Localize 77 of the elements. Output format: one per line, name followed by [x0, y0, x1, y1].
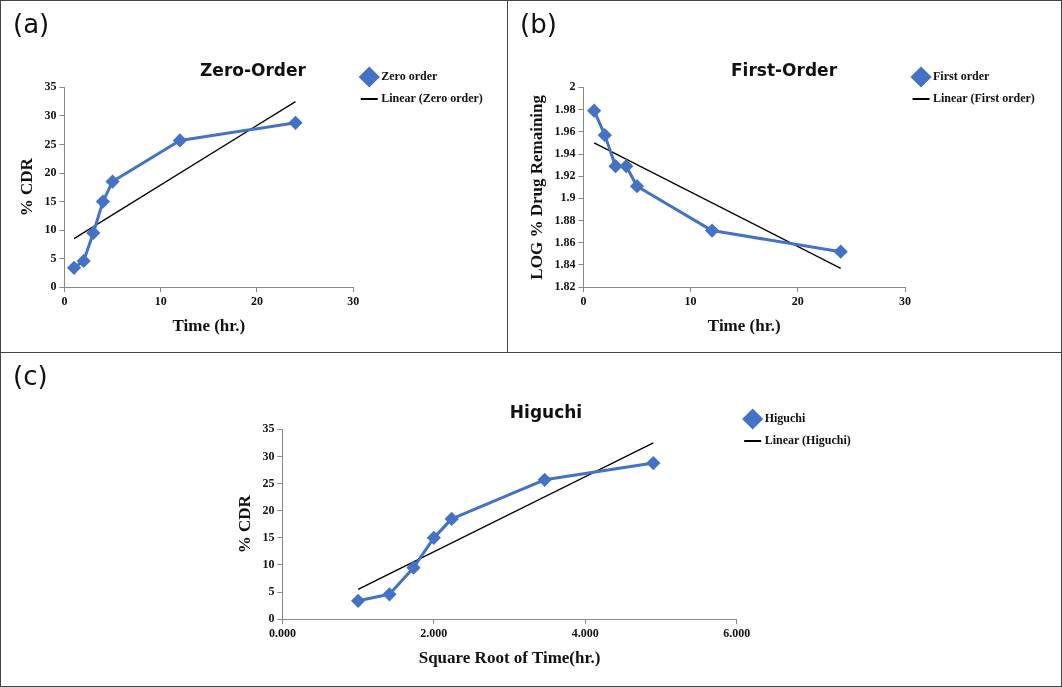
x-axis-title: Time (hr.) — [707, 316, 781, 336]
x-tick-label: 4.000 — [571, 626, 599, 641]
x-tick-label: 2.000 — [420, 626, 448, 641]
y-tick-label: 25 — [262, 475, 275, 490]
x-tick-label: 10 — [154, 294, 167, 309]
chart-title: Zero-Order — [200, 59, 307, 80]
y-tick-label: 35 — [262, 421, 275, 436]
y-axis-title: % CDR — [234, 494, 254, 554]
y-tick-label: 10 — [262, 557, 275, 572]
y-tick-label: 1.86 — [554, 234, 576, 249]
point — [173, 133, 187, 147]
legend-label: Higuchi — [764, 411, 807, 426]
legend-label: Linear (First order) — [933, 91, 1035, 106]
text: (b) — [520, 9, 557, 39]
point — [407, 561, 421, 575]
point — [86, 226, 100, 240]
point — [351, 594, 365, 608]
text: (c) — [13, 361, 48, 391]
y-tick-label: 1.82 — [554, 279, 576, 294]
point — [646, 456, 660, 470]
y-tick-label: 1.94 — [554, 146, 576, 161]
y-tick-label: 15 — [44, 193, 57, 208]
point — [630, 179, 644, 193]
legend-label: First order — [933, 69, 991, 84]
x-tick-label: 30 — [899, 294, 912, 309]
y-tick-label: 1.84 — [554, 257, 576, 272]
y-axis-title: LOG % Drug Remaining — [526, 94, 546, 280]
y-tick-label: 15 — [262, 529, 275, 544]
legend-label: Linear (Higuchi) — [764, 433, 851, 448]
y-axis-title: % CDR — [16, 157, 36, 217]
x-axis-title: Time (hr.) — [172, 316, 246, 336]
x-tick-label: 0.000 — [268, 626, 296, 641]
y-tick-label: 1.98 — [554, 101, 576, 116]
chart-title: First-Order — [730, 59, 838, 80]
point — [538, 473, 552, 487]
x-tick-label: 0 — [580, 294, 587, 309]
point — [67, 261, 81, 275]
x-tick-label: 20 — [250, 294, 263, 309]
x-tick-label: 30 — [347, 294, 360, 309]
y-tick-label: 1.9 — [560, 190, 576, 205]
y-tick-label: 2 — [569, 79, 576, 94]
point — [96, 195, 110, 209]
y-tick-label: 20 — [262, 502, 275, 517]
chart-title: Higuchi — [509, 401, 583, 422]
x-tick-label: 20 — [791, 294, 804, 309]
y-tick-label: 1.92 — [554, 168, 576, 183]
x-axis-title: Square Root of Time(hr.) — [418, 648, 601, 668]
point — [445, 512, 459, 526]
y-tick-label: 0 — [268, 611, 275, 626]
text: (a) — [13, 9, 50, 39]
y-tick-label: 5 — [50, 250, 57, 265]
x-tick-label: 10 — [684, 294, 697, 309]
point — [77, 254, 91, 268]
y-tick-label: 20 — [44, 165, 57, 180]
y-tick-label: 30 — [44, 108, 57, 123]
point — [609, 159, 623, 173]
y-tick-label: 1.88 — [554, 212, 576, 227]
point — [106, 175, 120, 189]
y-tick-label: 5 — [268, 584, 275, 599]
y-tick-label: 25 — [44, 136, 57, 151]
point — [705, 224, 719, 238]
y-tick-label: 10 — [44, 222, 57, 237]
y-tick-label: 1.96 — [554, 123, 576, 138]
legend-label: Linear (Zero order) — [381, 91, 483, 106]
y-tick-label: 0 — [50, 279, 57, 294]
y-tick-label: 35 — [44, 79, 57, 94]
point — [619, 159, 633, 173]
x-tick-label: 0 — [61, 294, 68, 309]
y-tick-label: 30 — [262, 448, 275, 463]
point — [587, 104, 601, 118]
x-tick-label: 6.000 — [723, 626, 751, 641]
point — [834, 245, 848, 259]
legend-label: Zero order — [381, 69, 439, 84]
point — [427, 531, 441, 545]
point — [598, 128, 612, 142]
point — [288, 116, 302, 130]
point — [382, 587, 396, 601]
